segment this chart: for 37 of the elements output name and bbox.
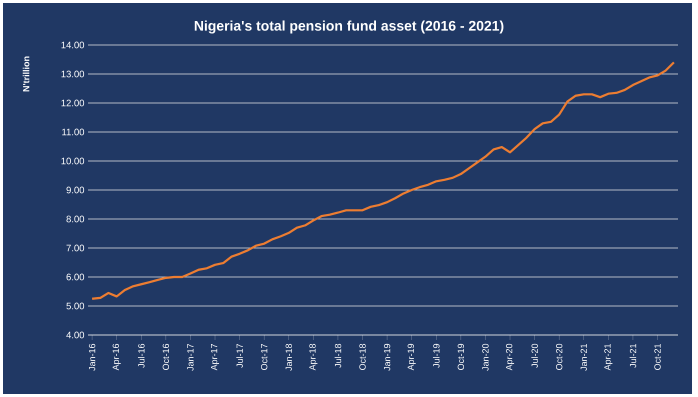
x-tick-label: Oct-19 (458, 344, 464, 370)
x-tick-label: Oct-18 (359, 344, 366, 370)
x-tick-label: Jul-16 (138, 344, 145, 368)
x-tick-label: Jan-19 (384, 344, 390, 371)
y-tick-label: 9.00 (66, 186, 84, 194)
x-tick-label: Apr-19 (408, 344, 416, 370)
x-tick-label: Jan-18 (286, 344, 292, 371)
y-tick-label: 14.00 (62, 42, 84, 48)
x-tick-label: Apr-20 (506, 344, 514, 370)
x-tick-label: Jul-21 (630, 344, 636, 368)
y-axis-title: N'trillion (22, 56, 30, 92)
x-tick-label: Jan-17 (187, 344, 194, 371)
x-tick-label: Jul-19 (432, 344, 440, 368)
y-tick-label: 7.00 (66, 244, 84, 252)
x-tick-label: Oct-21 (654, 344, 661, 370)
x-tick-label: Jan-16 (88, 344, 96, 371)
x-tick-label: Jul-18 (334, 344, 342, 368)
x-tick-label: Apr-18 (309, 344, 318, 370)
x-tick-label: Jul-17 (236, 344, 243, 368)
x-tick-label: Jan-21 (580, 344, 587, 371)
y-tick-label: 8.00 (66, 216, 84, 222)
x-tick-label: Oct-20 (556, 344, 562, 370)
x-tick-label: Apr-16 (112, 344, 121, 370)
x-tick-label: Apr-21 (604, 344, 612, 370)
y-tick-label: 11.00 (62, 128, 84, 136)
x-tick-label: Jul-20 (531, 344, 538, 368)
x-tick-label: Jan-20 (482, 344, 489, 371)
x-tick-label: Apr-17 (210, 344, 220, 370)
y-tick-label: 12.00 (62, 100, 84, 106)
x-tick-label: Oct-16 (162, 344, 170, 370)
y-tick-label: 5.00 (66, 302, 84, 310)
chart-title: Nigeria's total pension fund asset (2016 - 2021) (194, 20, 504, 34)
y-tick-label: 6.00 (66, 274, 84, 280)
y-tick-label: 10.00 (62, 158, 84, 164)
x-tick-label: Oct-17 (261, 344, 268, 370)
y-tick-label: 4.00 (66, 332, 84, 338)
y-tick-label: 13.00 (62, 70, 84, 78)
